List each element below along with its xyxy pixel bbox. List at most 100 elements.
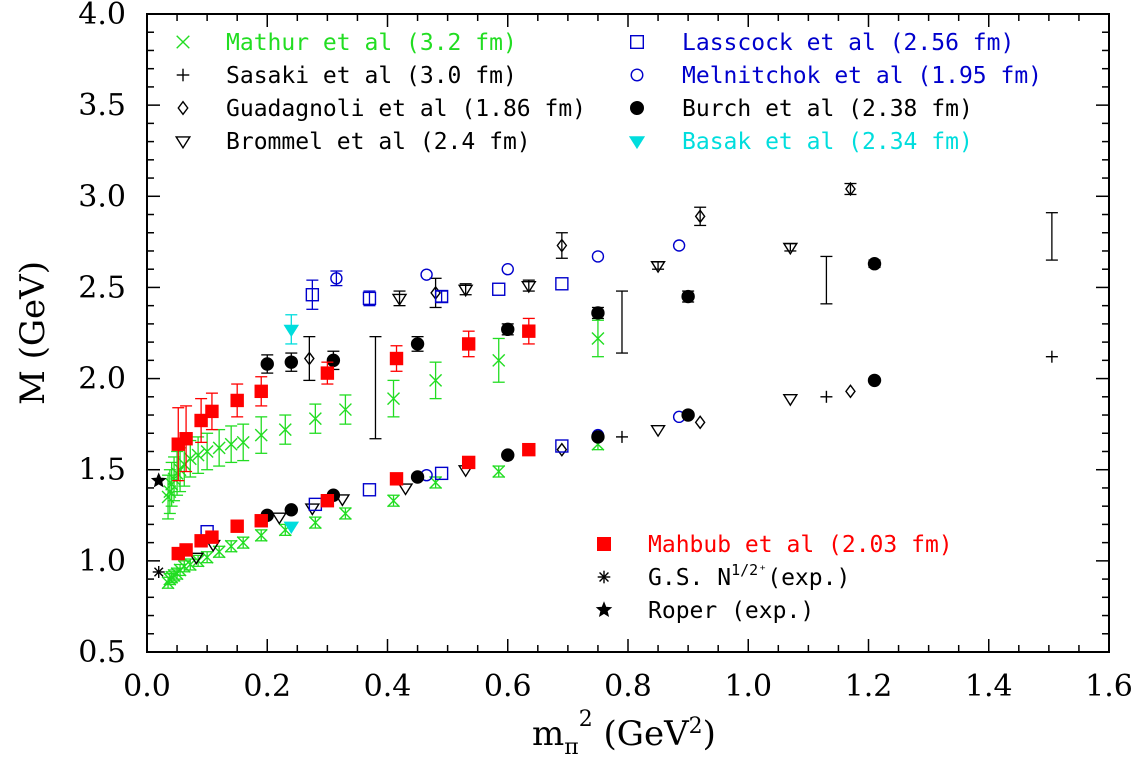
y-axis-title: M (GeV)	[13, 261, 53, 405]
data-point	[188, 552, 205, 566]
legend-marker	[174, 136, 192, 150]
data-point	[591, 306, 605, 320]
legend-label: Mathur et al (3.2 fm)	[226, 30, 517, 56]
data-point	[254, 528, 268, 542]
data-point	[387, 494, 401, 508]
data-point	[522, 324, 536, 338]
series-4	[200, 277, 569, 539]
data-point	[152, 565, 165, 578]
data-point-stroke	[308, 516, 322, 530]
data-point	[434, 466, 449, 481]
error-bar	[820, 255, 833, 305]
legend-marker-stroke	[599, 572, 609, 582]
data-point	[389, 351, 404, 366]
data-point	[271, 512, 288, 525]
legend-marker-stroke	[176, 35, 190, 49]
legend-entry: Guadagnoli et al (1.86 fm)	[177, 96, 586, 122]
data-point	[591, 250, 605, 263]
data-point	[330, 272, 343, 285]
x-axis-title: mπ2 (GeV2)	[532, 707, 716, 760]
data-point	[457, 284, 474, 298]
data-point-stroke	[212, 545, 226, 559]
series-5	[330, 239, 686, 482]
legend-entry: G.S. N1/2⁺(exp.)	[597, 561, 850, 591]
data-point	[284, 355, 298, 369]
data-point	[283, 324, 300, 338]
x-tick-label: 1.6	[1085, 669, 1133, 704]
legend-entry: Basak et al (2.34 fm)	[628, 129, 973, 155]
error-bar	[615, 290, 628, 354]
data-point-stroke	[254, 528, 268, 542]
data-point	[320, 366, 335, 380]
data-point	[236, 435, 250, 449]
data-point	[420, 268, 433, 281]
data-point	[387, 392, 401, 406]
y-tick-label: 2.5	[78, 270, 126, 305]
legend-label: Brommel et al (2.4 fm)	[226, 129, 531, 155]
data-point	[681, 408, 695, 422]
data-point	[254, 428, 268, 442]
legend-label: G.S. N1/2⁺(exp.)	[648, 561, 850, 591]
x-axis-title-unit-end: )	[703, 714, 716, 754]
data-point-stroke	[191, 448, 205, 462]
legend-label: Sasaki et al (3.0 fm)	[226, 63, 517, 89]
legend-entry: Burch et al (2.38 fm)	[630, 96, 973, 122]
error-bar	[555, 232, 568, 259]
data-point	[461, 337, 476, 351]
data-point	[308, 412, 322, 426]
data-point	[150, 472, 167, 488]
series-0	[161, 319, 605, 590]
y-tick-label: 1.0	[78, 544, 126, 579]
data-point	[304, 503, 321, 516]
data-point	[501, 322, 515, 337]
data-point-stroke	[278, 423, 292, 437]
legend: Mathur et al (3.2 fm) Sasaki et al (3.0 f…	[174, 30, 1042, 624]
x-axis-title-sub: π	[564, 735, 578, 760]
data-point	[212, 441, 226, 455]
legend-entry: Lasscock et al (2.56 fm)	[630, 30, 1014, 56]
y-tick-label: 0.5	[78, 635, 126, 670]
data-point	[362, 483, 377, 497]
data-point	[179, 543, 193, 557]
error-bar	[1045, 212, 1058, 261]
data-point-stroke	[492, 465, 506, 479]
data-point	[501, 263, 514, 276]
legend-marker	[597, 537, 612, 552]
data-point	[303, 351, 315, 366]
data-point-stroke	[338, 506, 352, 520]
data-point	[434, 289, 449, 304]
data-point	[254, 514, 268, 528]
data-point	[236, 536, 250, 550]
x-tick-label: 1.4	[965, 669, 1013, 704]
x-tick-label: 1.2	[845, 669, 893, 704]
legend-label: Melnitchok et al (1.95 fm)	[682, 63, 1042, 89]
data-point	[389, 472, 404, 486]
data-point	[492, 465, 506, 479]
data-point	[283, 521, 300, 535]
data-point	[867, 257, 882, 271]
data-point	[391, 293, 408, 307]
y-tick-label: 3.5	[78, 88, 126, 123]
x-tick-label: 0.0	[123, 669, 171, 704]
data-point	[205, 404, 219, 419]
legend-label: Lasscock et al (2.56 fm)	[682, 30, 1014, 56]
data-point	[845, 384, 856, 399]
legend-marker	[595, 601, 613, 617]
data-point-stroke	[212, 441, 226, 455]
data-point	[305, 288, 320, 302]
x-tick-label: 1.0	[724, 669, 772, 704]
series-6	[260, 257, 882, 522]
legend-entry: Mahbub et al (2.03 fm)	[597, 532, 953, 558]
data-point	[681, 289, 695, 304]
data-point-stroke	[492, 353, 506, 367]
legend-label: Roper (exp.)	[648, 598, 814, 624]
data-point	[284, 503, 298, 517]
x-axis-title-sup: 2	[579, 707, 593, 732]
data-point	[338, 506, 352, 520]
data-point	[224, 437, 238, 451]
data-point-stroke	[591, 331, 605, 345]
data-point	[338, 403, 352, 417]
data-point-stroke	[254, 428, 268, 442]
data-point-stroke	[236, 536, 250, 550]
